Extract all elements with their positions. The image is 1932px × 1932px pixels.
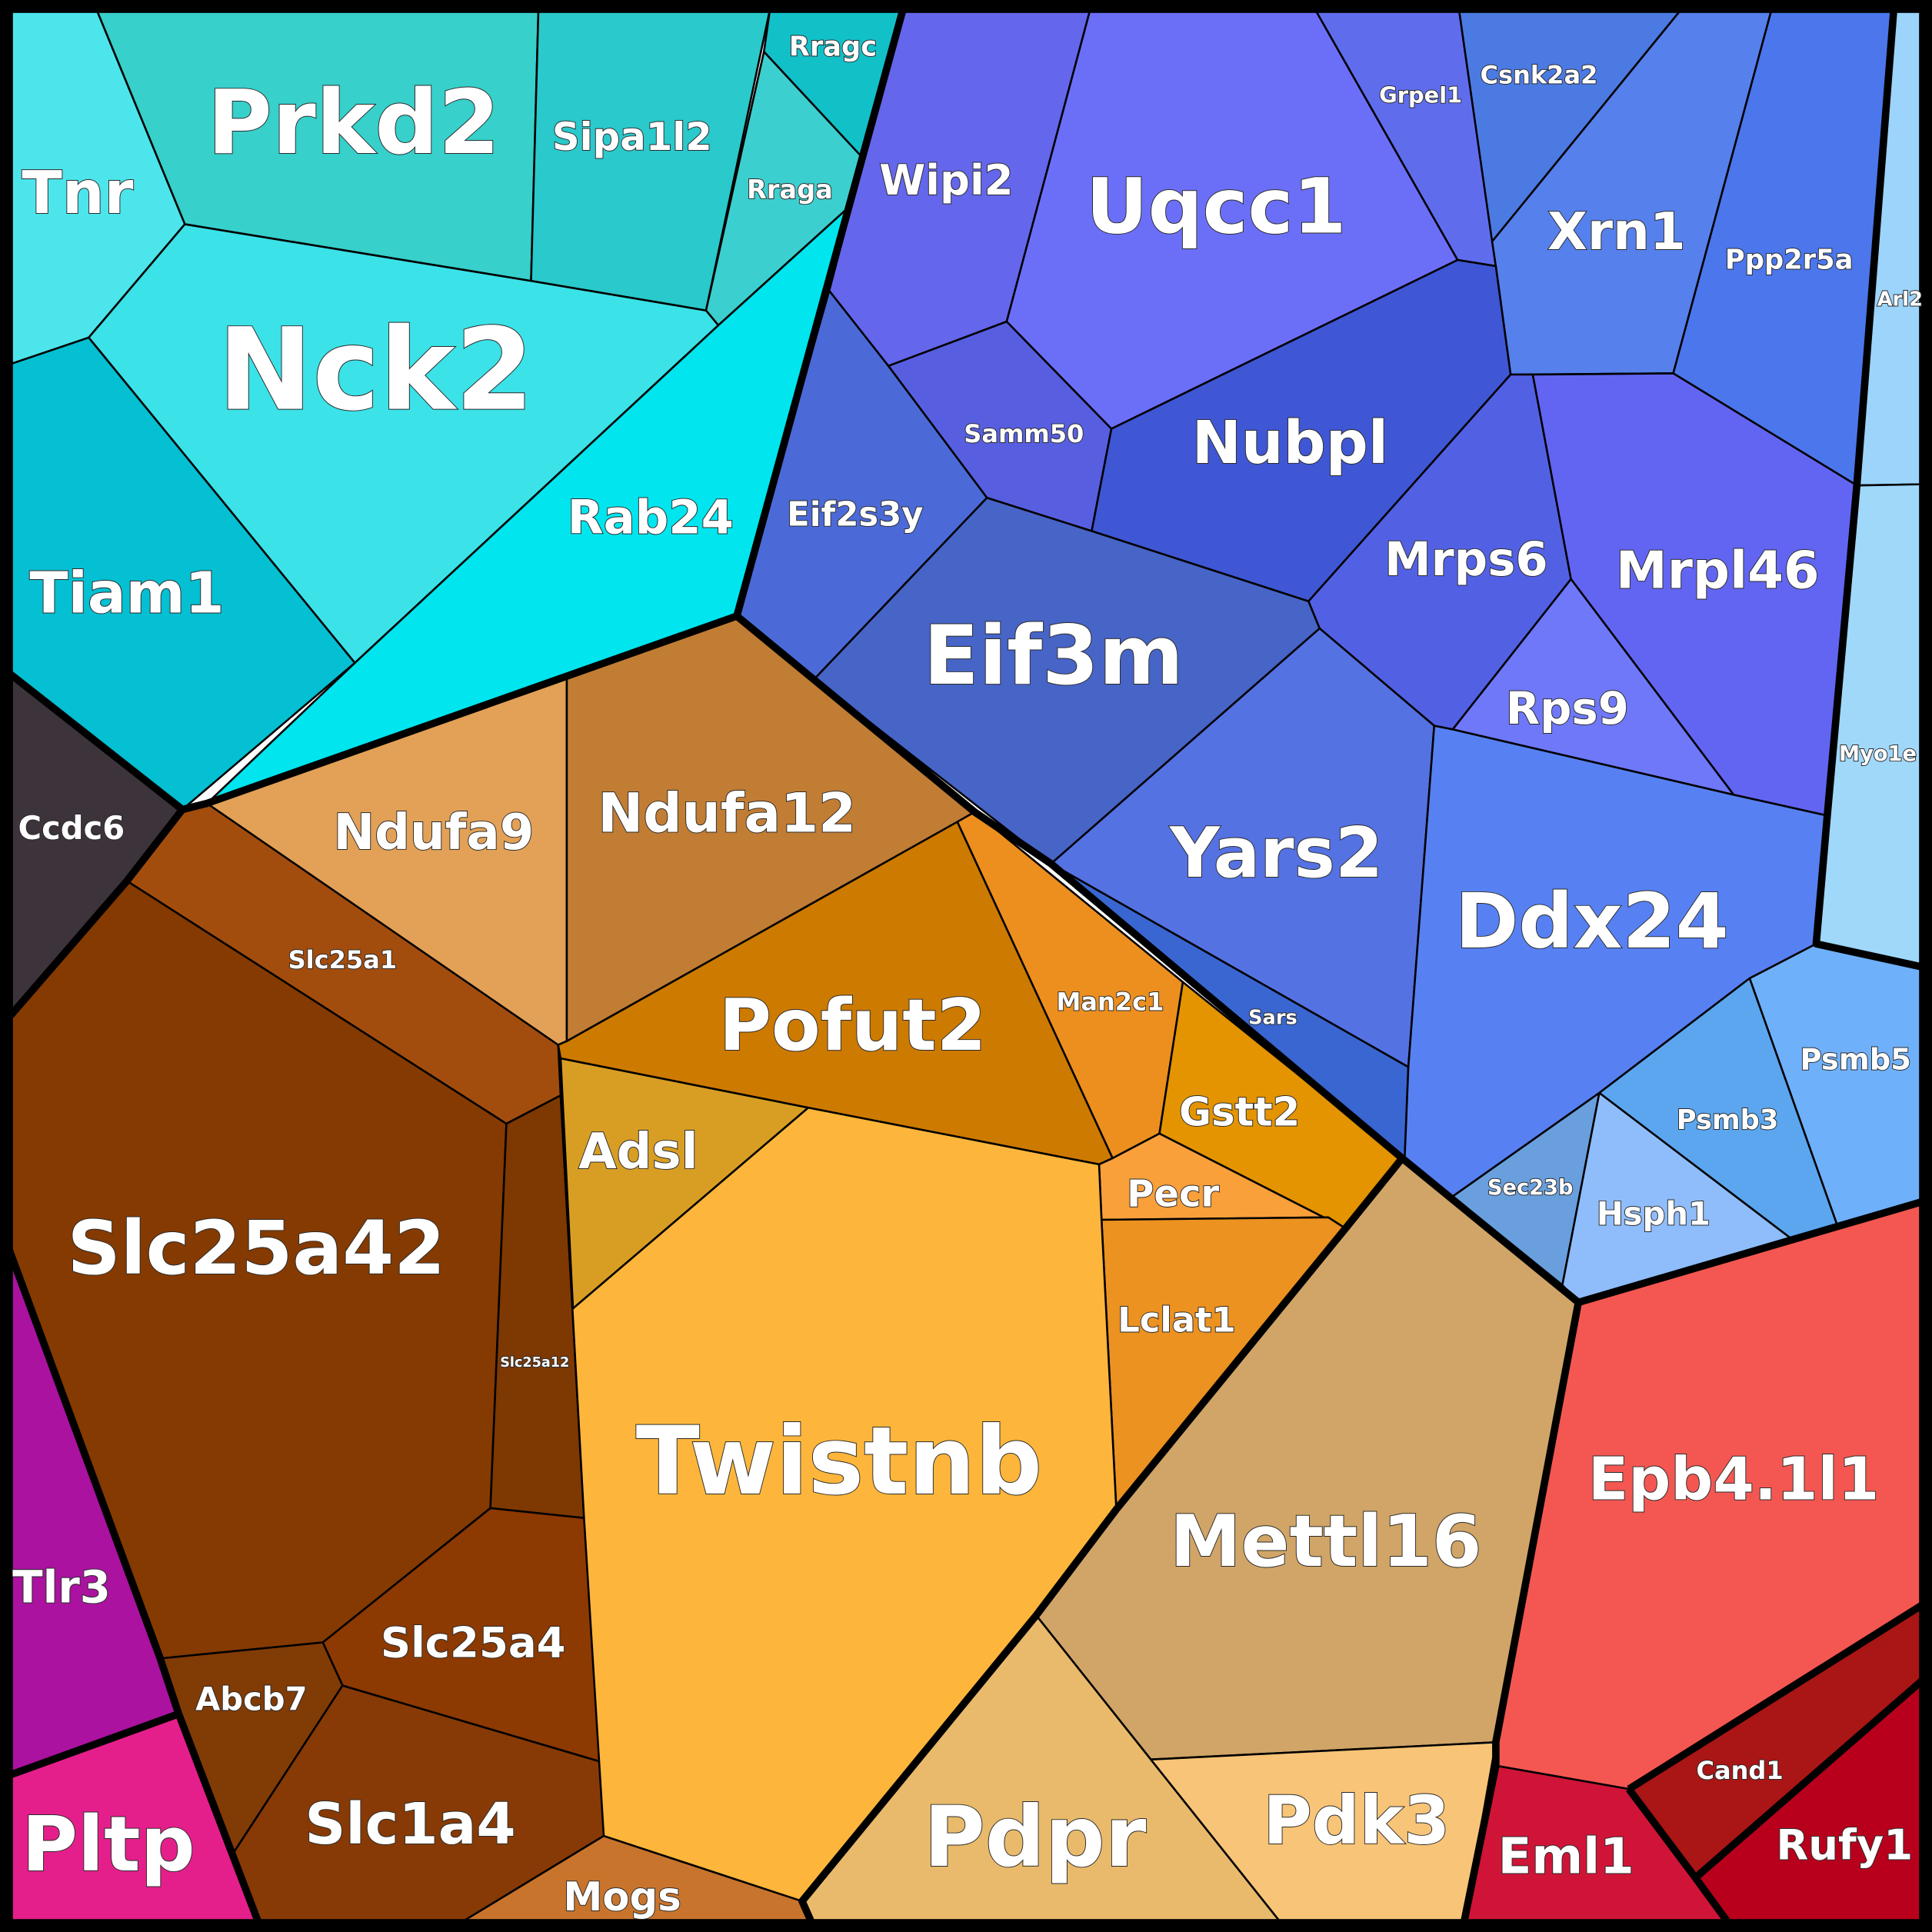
cell-label-mettl16: Mettl16 (1170, 1500, 1481, 1583)
cell-label-ddx24: Ddx24 (1455, 878, 1729, 966)
cell-label-nck2: Nck2 (218, 304, 534, 436)
cell-label-pltp: Pltp (22, 1800, 195, 1889)
cell-label-abcb7: Abcb7 (195, 1681, 307, 1718)
cell-label-ccdc6: Ccdc6 (18, 809, 125, 847)
cell-label-rraga: Rraga (747, 175, 833, 205)
cell-label-tiam1: Tiam1 (29, 561, 224, 627)
cell-label-twistnb: Twistnb (636, 1407, 1042, 1516)
cell-label-ndufa12: Ndufa12 (598, 781, 856, 844)
cell-label-sec23b: Sec23b (1487, 1176, 1574, 1200)
label-layer: Prkd2 Sipa1l2 Rragc Rraga Tnr Nck2 Tiam1 Rab24 C… (12, 30, 1924, 1921)
group-border (5, 1247, 262, 1925)
cell-label-tlr3: Tlr3 (12, 1561, 111, 1613)
cell-label-pofut2: Pofut2 (719, 984, 987, 1067)
cell-label-lclat1: Lclat1 (1118, 1299, 1235, 1340)
cell-label-pdpr: Pdpr (924, 1788, 1147, 1886)
cell-label-slc25a4: Slc25a4 (381, 1618, 566, 1667)
cell-label-epb4-1l1: Epb4.1l1 (1588, 1446, 1880, 1514)
cell-label-xrn1: Xrn1 (1547, 202, 1686, 261)
cell-label-eml1: Eml1 (1498, 1828, 1634, 1885)
cell-layer (7, 7, 1925, 1925)
cell-label-yars2: Yars2 (1169, 814, 1383, 894)
cell-label-adsl: Adsl (578, 1124, 698, 1181)
cell-label-mogs: Mogs (563, 1874, 681, 1920)
cell-label-psmb3: Psmb3 (1677, 1104, 1779, 1136)
cell-label-man2c1: Man2c1 (1057, 987, 1164, 1016)
cell-label-sars: Sars (1248, 1006, 1297, 1029)
group-border (5, 807, 185, 1021)
cell-label-pdk3: Pdk3 (1263, 1783, 1450, 1860)
cell-label-samm50: Samm50 (964, 419, 1084, 448)
cell-label-csnk2a2: Csnk2a2 (1481, 61, 1598, 90)
cell-label-ppp2r5a: Ppp2r5a (1725, 245, 1853, 276)
cell-label-prkd2: Prkd2 (207, 72, 500, 175)
cell-label-mrpl46: Mrpl46 (1616, 541, 1820, 601)
cell-label-mrps6: Mrps6 (1384, 532, 1548, 587)
cell-label-slc25a42: Slc25a42 (67, 1205, 445, 1291)
cell-label-rab24: Rab24 (568, 490, 734, 545)
cell-label-hsph1: Hsph1 (1597, 1195, 1710, 1233)
cell-label-rps9: Rps9 (1506, 682, 1629, 734)
cell-label-gstt2: Gstt2 (1179, 1090, 1300, 1136)
cell-label-eif3m: Eif3m (924, 608, 1184, 703)
cell-label-grpel1: Grpel1 (1379, 82, 1462, 108)
cell-label-slc1a4: Slc1a4 (305, 1792, 515, 1857)
group-border (6, 669, 185, 813)
group-border (1812, 8, 1924, 971)
group-border (734, 613, 1925, 1307)
cell-label-slc25a1: Slc25a1 (288, 945, 398, 974)
cell-label-wipi2: Wipi2 (879, 155, 1013, 205)
cell-label-sipa1l2: Sipa1l2 (552, 115, 712, 159)
cell-label-slc25a12: Slc25a12 (500, 1355, 569, 1371)
group-border (1693, 1676, 1926, 1881)
group-border (7, 1710, 180, 1780)
cell-label-myo1e: Myo1e (1839, 742, 1917, 766)
cell-label-uqcc1: Uqcc1 (1086, 163, 1347, 251)
cell-label-eif2s3y: Eif2s3y (787, 496, 923, 535)
cell-label-pecr: Pecr (1127, 1172, 1219, 1215)
cell-label-rufy1: Rufy1 (1776, 1820, 1913, 1869)
cell-label-arl2: Arl2 (1877, 288, 1923, 311)
cell-label-tnr: Tnr (22, 159, 133, 228)
cell-label-psmb5: Psmb5 (1800, 1042, 1911, 1077)
group-border (798, 1155, 1405, 1925)
cell-label-ndufa9: Ndufa9 (334, 804, 535, 861)
group-border (181, 7, 907, 814)
group-border (1627, 1601, 1926, 1793)
group-border (1460, 1301, 1582, 1924)
cell-label-rragc: Rragc (789, 31, 877, 62)
cell-label-cand1: Cand1 (1697, 1756, 1784, 1785)
cell-label-nubpl: Nubpl (1192, 409, 1388, 478)
